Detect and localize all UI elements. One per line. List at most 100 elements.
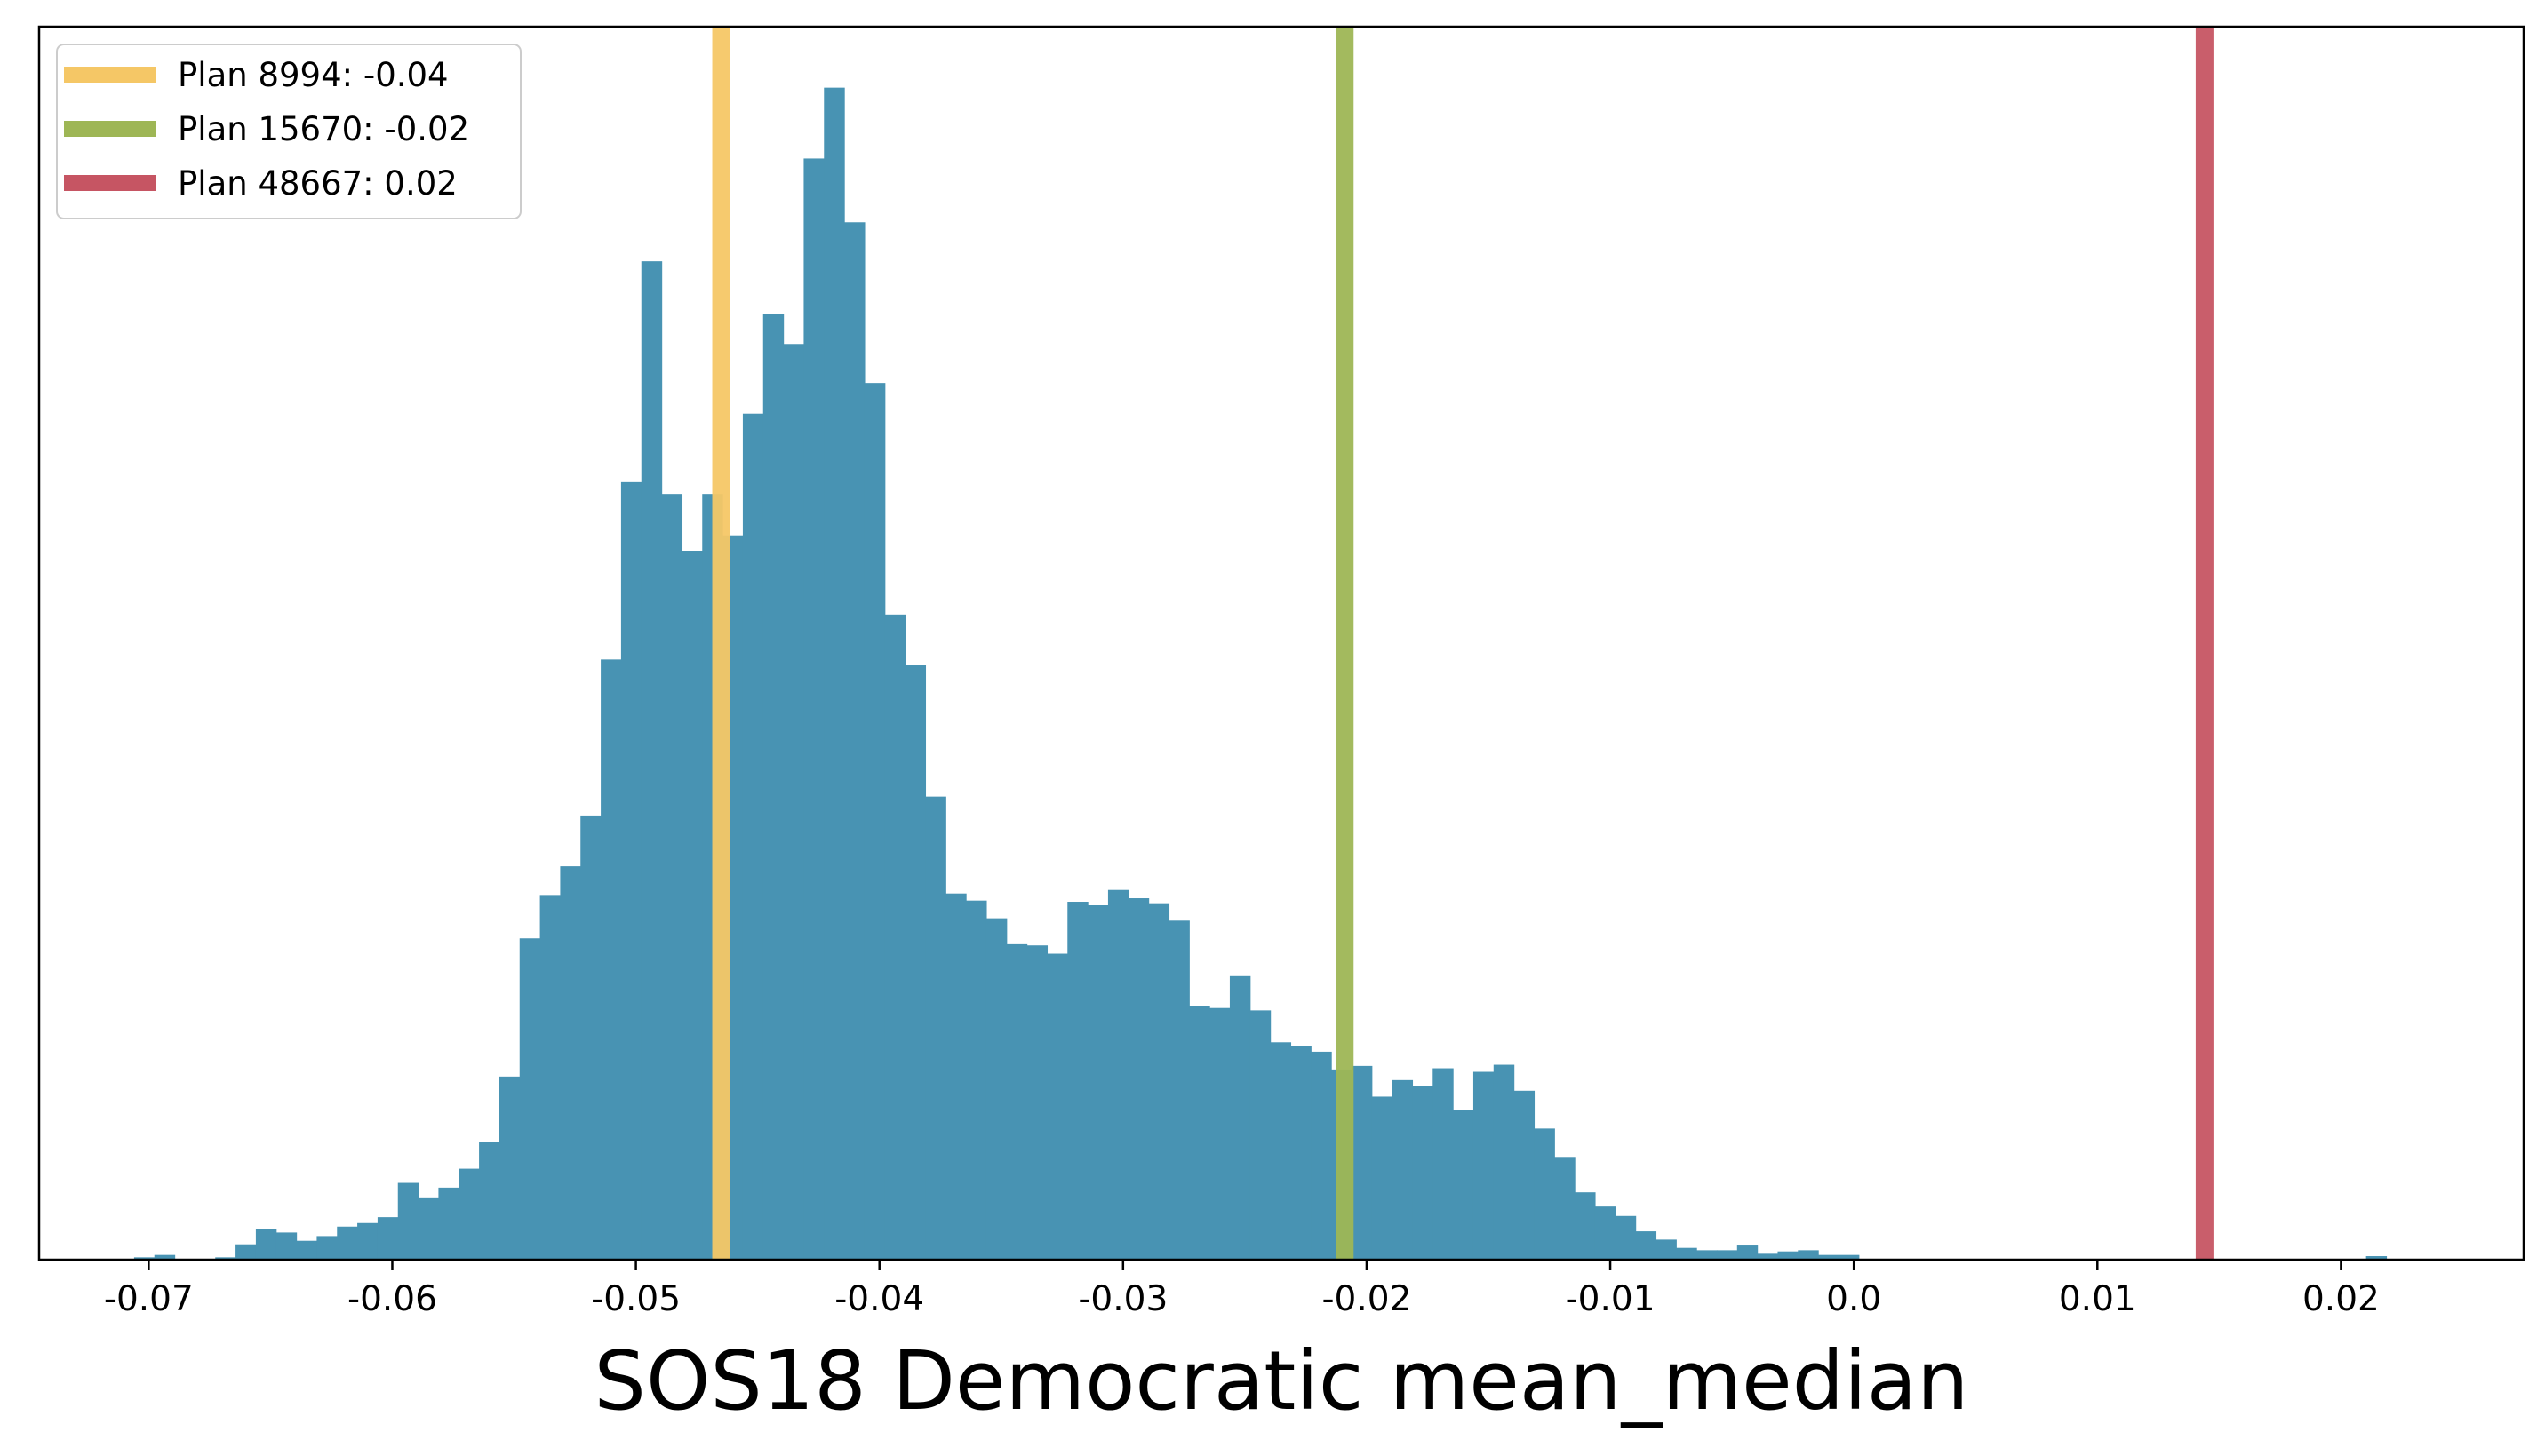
histogram-bar: [1736, 1245, 1759, 1260]
histogram-bar: [1818, 1254, 1839, 1260]
histogram-bar: [1047, 953, 1068, 1260]
histogram-bars: [133, 87, 2388, 1261]
histogram-bar: [966, 900, 987, 1260]
histogram-bar: [682, 551, 703, 1260]
histogram-bar: [1392, 1079, 1414, 1260]
legend-box: [56, 44, 522, 219]
histogram-bar: [1554, 1157, 1576, 1260]
histogram-bar: [1107, 889, 1129, 1260]
histogram-bar: [1249, 1010, 1272, 1260]
histogram-bar: [2365, 1256, 2388, 1260]
histogram-bar: [742, 413, 764, 1261]
histogram-bar: [275, 1232, 298, 1260]
x-tick-label: -0.02: [1321, 1279, 1411, 1319]
histogram-bar: [337, 1226, 358, 1260]
histogram-bar: [255, 1229, 277, 1260]
x-tick-label: -0.04: [834, 1279, 924, 1319]
histogram-bar: [762, 314, 785, 1260]
histogram-bar: [133, 1257, 156, 1260]
x-tick-label: -0.03: [1078, 1279, 1168, 1319]
legend-label: Plan 15670: -0.02: [178, 110, 469, 148]
histogram-bar: [601, 659, 622, 1260]
x-tick-label: -0.01: [1566, 1279, 1655, 1319]
legend-label: Plan 8994: -0.04: [178, 56, 449, 94]
histogram-bar: [844, 222, 866, 1260]
histogram-bar: [1128, 898, 1150, 1260]
histogram-bar: [397, 1182, 419, 1260]
histogram-bar: [803, 158, 825, 1261]
histogram-bar: [1696, 1250, 1718, 1260]
histogram-bar: [783, 344, 805, 1260]
histogram-bar: [296, 1240, 318, 1260]
histogram-bar: [1371, 1096, 1393, 1260]
histogram-bar: [377, 1217, 399, 1260]
histogram-bar: [560, 866, 581, 1260]
histogram-bar: [1472, 1071, 1495, 1260]
histogram-bar: [1270, 1042, 1292, 1260]
histogram-bar: [824, 87, 845, 1260]
histogram-bar: [1777, 1251, 1799, 1260]
histogram-bar: [925, 796, 946, 1260]
x-tick-label: -0.07: [104, 1279, 194, 1319]
histogram-bar: [1798, 1250, 1819, 1260]
histogram-bar: [1169, 920, 1190, 1260]
x-tick-label: 0.0: [1826, 1279, 1881, 1319]
histogram-bar: [1088, 905, 1109, 1260]
histogram-bar: [1655, 1239, 1677, 1260]
histogram-bar: [1716, 1250, 1738, 1260]
histogram-bar: [580, 815, 602, 1260]
x-tick-label: -0.06: [347, 1279, 437, 1319]
histogram-bar: [1432, 1068, 1454, 1260]
histogram-bar: [985, 918, 1008, 1260]
histogram-bar: [1676, 1247, 1697, 1260]
histogram-bar: [215, 1257, 236, 1260]
histogram-bar: [1290, 1046, 1312, 1260]
histogram-bar: [1148, 903, 1170, 1260]
histogram-bar: [438, 1187, 459, 1260]
histogram-bar: [905, 665, 927, 1260]
histogram-bar: [620, 481, 642, 1260]
histogram-bar: [1594, 1206, 1616, 1260]
histogram-bar: [316, 1236, 338, 1260]
histogram-bar: [357, 1222, 379, 1260]
histogram-bar: [418, 1197, 440, 1260]
histogram-bar: [884, 614, 906, 1260]
legend: Plan 8994: -0.04 Plan 15670: -0.02 Plan 48…: [56, 44, 522, 219]
histogram-bar: [1757, 1253, 1779, 1260]
histogram-bar: [539, 895, 562, 1260]
histogram-bar: [1635, 1231, 1657, 1260]
histogram-bar: [641, 261, 663, 1260]
histogram-bar: [1351, 1065, 1373, 1260]
histogram-bar: [864, 383, 886, 1260]
histogram-bar: [1534, 1128, 1555, 1260]
histogram-bar: [154, 1254, 176, 1260]
histogram-bar: [1006, 943, 1028, 1260]
histogram-bar: [1575, 1192, 1596, 1260]
histogram-bar: [1493, 1064, 1515, 1260]
histogram-bar: [661, 494, 683, 1260]
histogram-bar: [945, 893, 967, 1260]
histogram-bar: [499, 1076, 521, 1260]
x-axis-label: SOS18 Democratic mean_median: [594, 1333, 1969, 1428]
histogram-bar: [1615, 1215, 1637, 1260]
histogram-bar: [1209, 1007, 1231, 1260]
histogram-bar: [235, 1244, 257, 1260]
histogram-bar: [1412, 1086, 1433, 1260]
histogram-bar: [1229, 975, 1251, 1260]
plan-marker-lines: [712, 27, 2214, 1260]
x-tick-label: -0.05: [591, 1279, 681, 1319]
histogram-bar: [1453, 1110, 1474, 1260]
histogram-bar: [479, 1142, 500, 1260]
histogram-bar: [519, 938, 541, 1260]
histogram-bar: [1026, 945, 1049, 1260]
x-tick-label: 0.01: [2059, 1279, 2136, 1319]
plot-frame: [37, 25, 2525, 1261]
legend-label: Plan 48667: 0.02: [178, 164, 458, 203]
histogram-bar: [1838, 1254, 1860, 1260]
histogram-bar: [1067, 902, 1089, 1260]
histogram-bar: [1311, 1051, 1332, 1260]
histogram-bar: [459, 1168, 480, 1260]
histogram-bar: [1513, 1090, 1536, 1260]
x-axis-ticks: -0.07 -0.06 -0.05 -0.04 -0.03 -0.02 -0.01 0.0 0.…: [104, 1260, 2380, 1319]
